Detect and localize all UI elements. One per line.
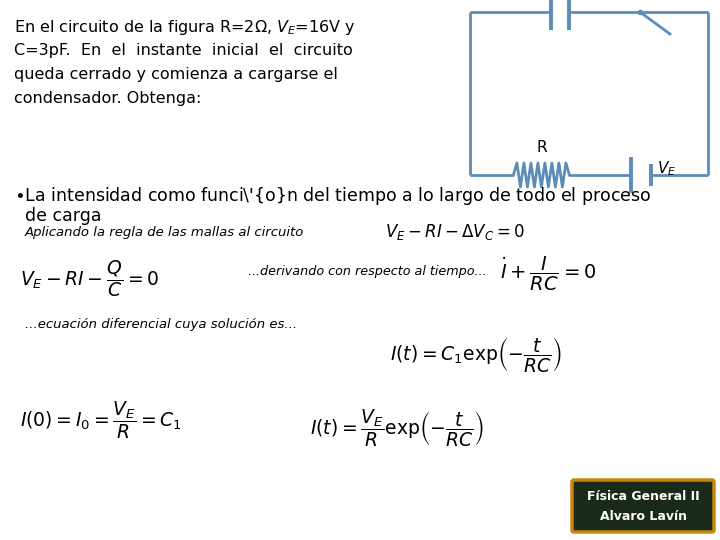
- Text: ...ecuación diferencial cuya solución es...: ...ecuación diferencial cuya solución es…: [25, 318, 297, 331]
- Text: $\bullet$La intensidad como funci\'{o}n del tiempo a lo largo de todo el proceso: $\bullet$La intensidad como funci\'{o}n …: [14, 185, 651, 207]
- Text: $I(t) = \dfrac{V_E}{R}\exp\!\left(-\dfrac{t}{RC}\right)$: $I(t) = \dfrac{V_E}{R}\exp\!\left(-\dfra…: [310, 408, 484, 449]
- Text: $V_E - RI - \Delta V_C = 0$: $V_E - RI - \Delta V_C = 0$: [385, 222, 525, 242]
- Text: $I(t) = C_1 \exp\!\left(-\dfrac{t}{RC}\right)$: $I(t) = C_1 \exp\!\left(-\dfrac{t}{RC}\r…: [390, 335, 562, 374]
- Text: de carga: de carga: [25, 207, 102, 225]
- Text: condensador. Obtenga:: condensador. Obtenga:: [14, 91, 202, 106]
- Text: R: R: [536, 140, 546, 155]
- Text: Aplicando la regla de las mallas al circuito: Aplicando la regla de las mallas al circ…: [25, 226, 305, 239]
- Text: queda cerrado y comienza a cargarse el: queda cerrado y comienza a cargarse el: [14, 67, 338, 82]
- FancyBboxPatch shape: [572, 480, 714, 532]
- Text: Alvaro Lavín: Alvaro Lavín: [600, 510, 686, 523]
- Text: $V_E$: $V_E$: [657, 160, 677, 178]
- Text: C=3pF.  En  el  instante  inicial  el  circuito: C=3pF. En el instante inicial el circuit…: [14, 43, 353, 58]
- Text: ...derivando con respecto al tiempo...: ...derivando con respecto al tiempo...: [248, 265, 487, 278]
- Text: Física General II: Física General II: [587, 490, 699, 503]
- Text: $\dot{I} + \dfrac{I}{RC} = 0$: $\dot{I} + \dfrac{I}{RC} = 0$: [500, 255, 596, 293]
- Text: $I(0) = I_0 = \dfrac{V_E}{R} = C_1$: $I(0) = I_0 = \dfrac{V_E}{R} = C_1$: [20, 400, 181, 441]
- Text: En el circuito de la figura R=2$\Omega$, $V_E$=16V y: En el circuito de la figura R=2$\Omega$,…: [14, 18, 356, 37]
- Text: $V_E - RI - \dfrac{Q}{C} = 0$: $V_E - RI - \dfrac{Q}{C} = 0$: [20, 258, 159, 299]
